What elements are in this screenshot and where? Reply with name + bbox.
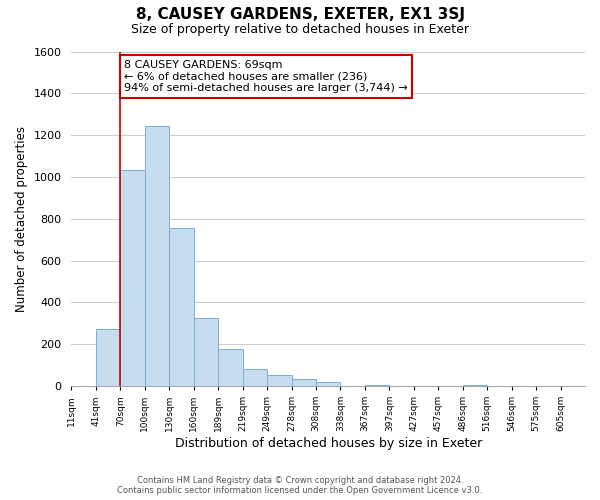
Bar — [96, 328, 121, 386]
Text: Size of property relative to detached houses in Exeter: Size of property relative to detached ho… — [131, 22, 469, 36]
Bar — [292, 378, 316, 386]
Bar — [169, 228, 194, 386]
Bar — [242, 370, 267, 386]
X-axis label: Distribution of detached houses by size in Exeter: Distribution of detached houses by size … — [175, 437, 482, 450]
Bar — [365, 385, 389, 386]
Y-axis label: Number of detached properties: Number of detached properties — [15, 126, 28, 312]
Text: 8 CAUSEY GARDENS: 69sqm
← 6% of detached houses are smaller (236)
94% of semi-de: 8 CAUSEY GARDENS: 69sqm ← 6% of detached… — [124, 60, 408, 93]
Bar — [316, 382, 340, 386]
Bar — [145, 126, 169, 386]
Bar — [121, 170, 145, 386]
Bar — [194, 318, 218, 386]
Text: Contains HM Land Registry data © Crown copyright and database right 2024.
Contai: Contains HM Land Registry data © Crown c… — [118, 476, 482, 495]
Text: 8, CAUSEY GARDENS, EXETER, EX1 3SJ: 8, CAUSEY GARDENS, EXETER, EX1 3SJ — [136, 8, 464, 22]
Bar — [267, 375, 292, 386]
Bar — [218, 350, 242, 386]
